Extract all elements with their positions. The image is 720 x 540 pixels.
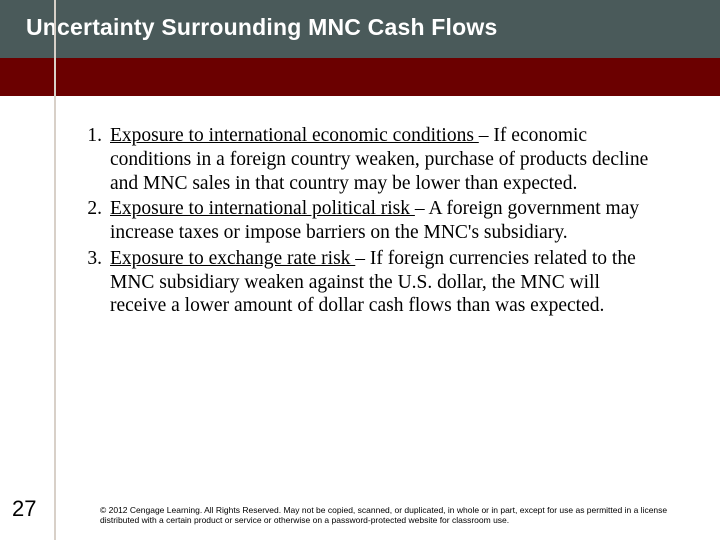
accent-band bbox=[0, 58, 720, 96]
list-item: 1. Exposure to international economic co… bbox=[76, 124, 660, 195]
list-lead: Exposure to international economic condi… bbox=[110, 125, 479, 146]
content-area: 1. Exposure to international economic co… bbox=[0, 96, 720, 318]
list-lead: Exposure to exchange rate risk bbox=[110, 248, 355, 269]
numbered-list: 1. Exposure to international economic co… bbox=[76, 124, 660, 318]
page-number: 27 bbox=[12, 496, 36, 522]
slide-title: Uncertainty Surrounding MNC Cash Flows bbox=[26, 14, 720, 41]
list-number: 1. bbox=[76, 124, 102, 148]
list-item: 3. Exposure to exchange rate risk – If f… bbox=[76, 247, 660, 318]
list-number: 2. bbox=[76, 197, 102, 221]
list-item: 2. Exposure to international political r… bbox=[76, 197, 660, 245]
title-band: Uncertainty Surrounding MNC Cash Flows bbox=[0, 0, 720, 58]
vertical-divider bbox=[54, 0, 56, 540]
list-number: 3. bbox=[76, 247, 102, 271]
copyright-footer: © 2012 Cengage Learning. All Rights Rese… bbox=[100, 505, 690, 526]
list-lead: Exposure to international political risk bbox=[110, 198, 415, 219]
